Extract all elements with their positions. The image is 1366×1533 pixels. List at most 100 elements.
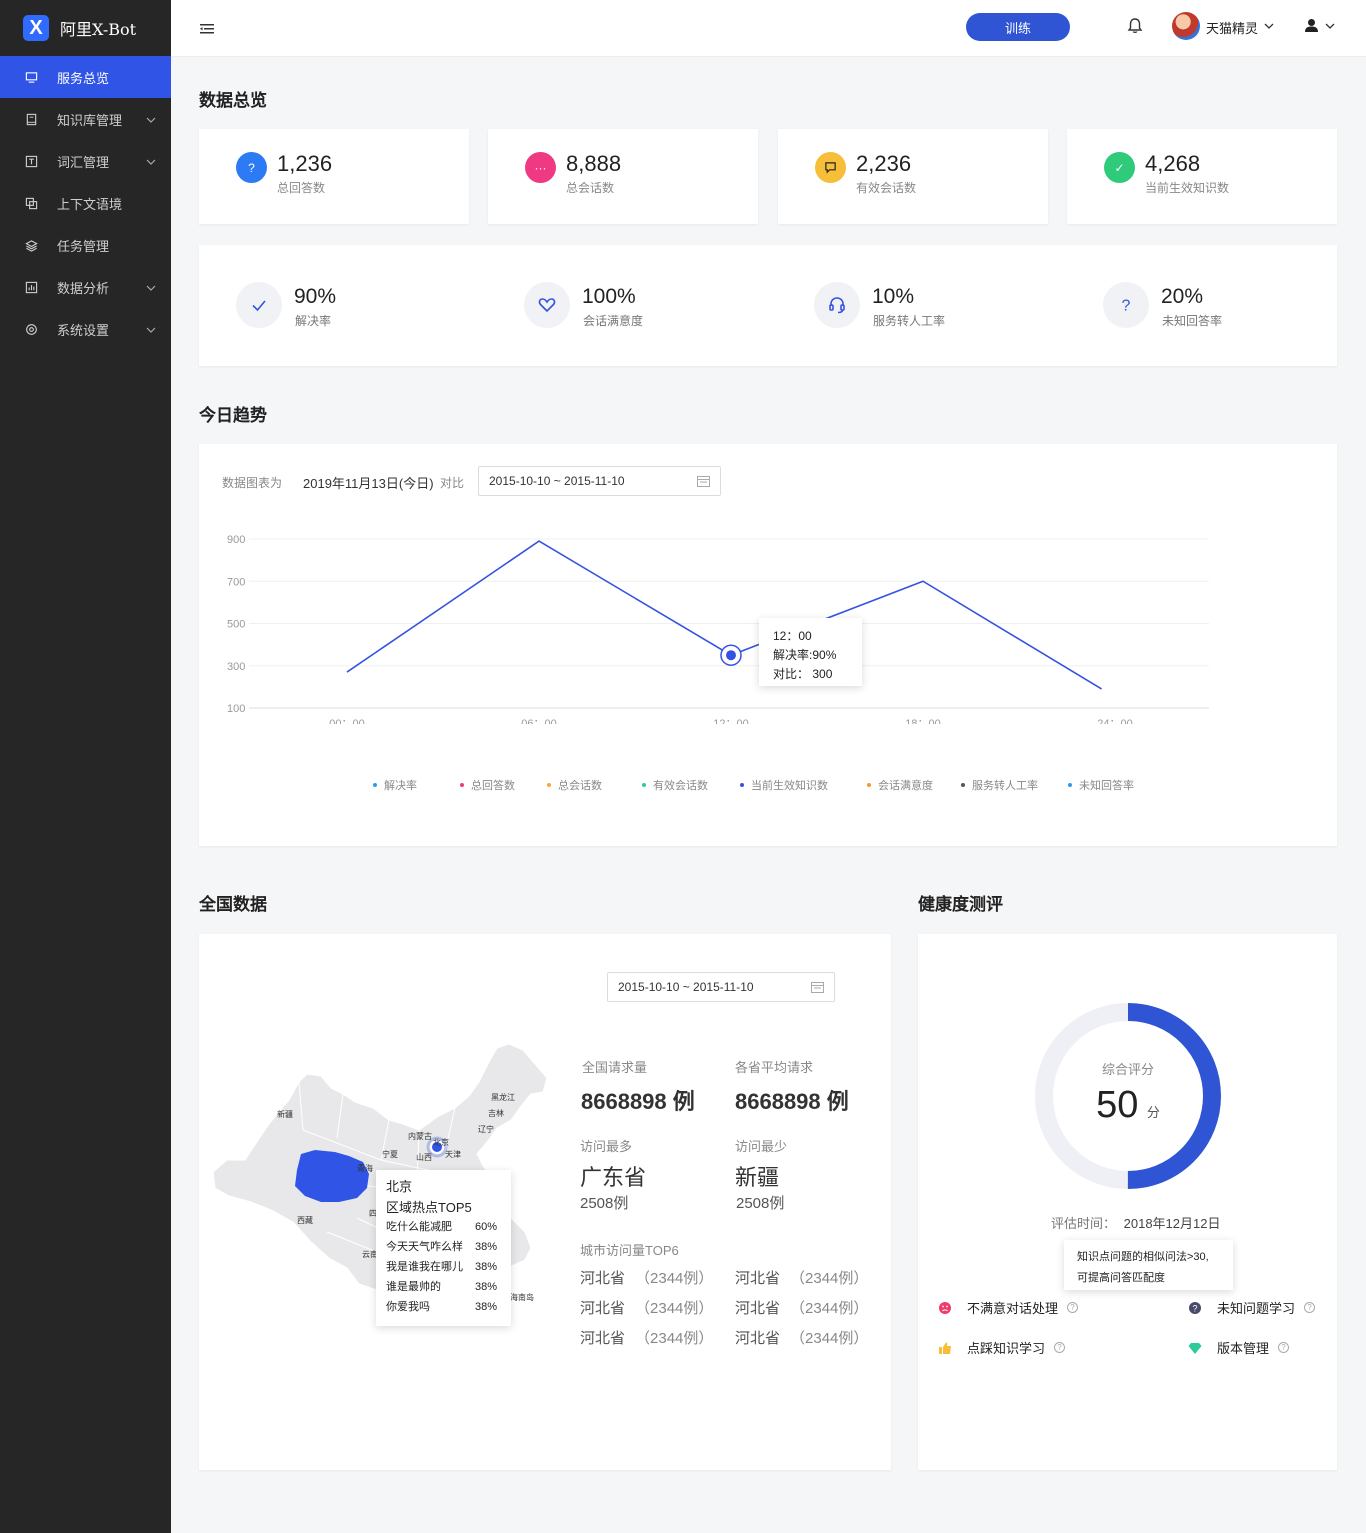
user-name[interactable]: 天猫精灵 [1206, 21, 1259, 36]
help-icon[interactable]: ? [1067, 1302, 1079, 1313]
trend-date: 2019年11月13日(今日) [303, 476, 434, 491]
sidebar-item-3[interactable]: 上下文语境 [0, 182, 171, 224]
brand[interactable]: X 阿里X-Bot [0, 0, 171, 56]
health-item[interactable]: 不满意对话处理? [938, 1298, 1079, 1317]
help-icon[interactable]: ? [1054, 1342, 1066, 1353]
health-item[interactable]: 点踩知识学习? [938, 1338, 1066, 1357]
trend-meta-label: 数据图表为 [222, 476, 283, 490]
hover-point[interactable] [726, 650, 736, 661]
legend-item[interactable]: 有效会话数 [642, 777, 708, 793]
health-item[interactable]: 版本管理? [1188, 1338, 1290, 1357]
map-tooltip: 北京 区域热点TOP5 吃什么能减肥 60% 今天天气咋么样 38% 我是谁我在哪儿 38… [376, 1170, 511, 1326]
rate-item: ? 20% 未知回答率 [1103, 281, 1323, 331]
health-tip: 知识点问题的相似问法>30, 可提高问答匹配度 [1064, 1240, 1233, 1290]
help-icon[interactable]: ? [1278, 1342, 1290, 1353]
eval-time: 评估时间： 2018年12月12日 [1051, 1213, 1220, 1232]
chevron-down-icon [146, 155, 156, 165]
stat-value: 2,236 [856, 151, 912, 176]
least-visited-label: 访问最少 [735, 1139, 788, 1154]
sidebar-item-1[interactable]: 知识库管理 [0, 98, 171, 140]
legend-item[interactable]: 总会话数 [547, 777, 602, 793]
chevron-down-icon[interactable] [1264, 21, 1274, 31]
legend-label: 总回答数 [471, 780, 515, 792]
city-item: 河北省 （2344例） [580, 1297, 713, 1318]
heart-icon [524, 282, 570, 328]
trend-date-range-picker[interactable]: 2015-10-10 ~ 2015-11-10 [478, 466, 721, 496]
rate-label: 会话满意度 [583, 314, 644, 328]
stat-card: ··· 8,888 总会话数 [488, 129, 758, 224]
least-visited-count: 2508例 [736, 1195, 785, 1212]
tooltip-percent: 38% [475, 1301, 498, 1313]
tooltip-compare-label: 对比： [773, 667, 810, 681]
least-visited-province: 新疆 [735, 1165, 780, 1190]
person-icon[interactable] [1304, 18, 1319, 33]
city-name: 河北省 [580, 1330, 626, 1347]
donut-progress [1035, 1003, 1221, 1189]
health-tip-line2: 可提高问答匹配度 [1077, 1272, 1165, 1284]
tooltip-rate-label: 解决率 [773, 648, 810, 662]
chevron-down-icon [146, 281, 156, 291]
avatar[interactable] [1172, 12, 1200, 40]
stat-label: 总会话数 [566, 181, 615, 195]
sidebar-item-6[interactable]: 系统设置 [0, 308, 171, 350]
headset-icon [814, 282, 860, 328]
map-region-label: 西藏 [297, 1216, 313, 1225]
series-line [346, 540, 1102, 690]
legend-item[interactable]: 会话满意度 [867, 777, 933, 793]
question-icon: ? [1188, 1301, 1202, 1315]
map-tooltip-row: 吃什么能减肥 60% [386, 1217, 511, 1237]
train-button[interactable]: 训练 [966, 13, 1070, 41]
bell-icon[interactable] [1126, 17, 1144, 35]
map-region-label: 辽宁 [478, 1125, 494, 1134]
map-region-label: 海南岛 [510, 1293, 534, 1302]
health-item-label: 未知问题学习 [1217, 1301, 1296, 1316]
legend-item[interactable]: 当前生效知识数 [740, 777, 828, 793]
legend-item[interactable]: 解决率 [373, 777, 417, 793]
legend-label: 服务转人工率 [972, 780, 1038, 792]
national-date-range-picker[interactable]: 2015-10-10 ~ 2015-11-10 [607, 972, 835, 1002]
sidebar-item-5[interactable]: 数据分析 [0, 266, 171, 308]
sidebar-item-label: 词汇管理 [57, 154, 110, 170]
health-item[interactable]: ? 未知问题学习? [1188, 1298, 1316, 1317]
rate-value: 10% [872, 285, 915, 308]
legend-dot [460, 783, 464, 787]
monitor-icon [24, 70, 38, 84]
help-icon[interactable]: ? [1304, 1302, 1316, 1313]
map-location-halo [426, 1136, 448, 1158]
map-region-label: 北京 [433, 1138, 449, 1147]
tooltip-question: 我是谁我在哪儿 [386, 1261, 463, 1273]
diamond-icon [1188, 1341, 1202, 1355]
rate-value: 20% [1161, 285, 1204, 308]
map-region-label: 吉林 [488, 1109, 504, 1118]
stat-label: 有效会话数 [856, 181, 917, 195]
legend-item[interactable]: 服务转人工率 [961, 777, 1038, 793]
menu-toggle-icon[interactable] [200, 23, 214, 35]
tooltip-percent: 60% [475, 1221, 498, 1233]
sidebar-item-0[interactable]: 服务总览 [0, 56, 171, 98]
legend-label: 总会话数 [558, 780, 602, 792]
sidebar-item-2[interactable]: 词汇管理 [0, 140, 171, 182]
tooltip-time: 12：00 [773, 629, 812, 643]
topbar: 训练 天猫精灵 [171, 0, 1366, 57]
y-tick-label: 300 [227, 661, 245, 673]
legend-item[interactable]: 总回答数 [460, 777, 515, 793]
sidebar-item-4[interactable]: 任务管理 [0, 224, 171, 266]
legend-label: 解决率 [384, 780, 417, 792]
svg-text:?: ? [1122, 298, 1131, 315]
x-tick-label: 12：00 [713, 718, 748, 724]
city-count: （2344例） [790, 1330, 869, 1347]
health-item-label: 版本管理 [1217, 1341, 1270, 1356]
legend-item[interactable]: 未知回答率 [1068, 777, 1134, 793]
map-region-label: 云南 [362, 1250, 378, 1259]
trend-card: 数据图表为 2019年11月13日(今日) 对比 2015-10-10 ~ 20… [199, 444, 1337, 846]
city-item: 河北省 （2344例） [580, 1267, 713, 1288]
brand-logo: X [23, 15, 49, 41]
chevron-down-icon[interactable] [1325, 21, 1335, 31]
stat-value: 8,888 [566, 151, 622, 176]
rate-label: 服务转人工率 [873, 314, 946, 328]
chat-icon [815, 152, 846, 183]
city-item: 河北省 （2344例） [580, 1327, 713, 1348]
eval-time-value: 2018年12月12日 [1123, 1216, 1221, 1231]
layers-icon [24, 238, 38, 252]
check-icon [236, 282, 282, 328]
